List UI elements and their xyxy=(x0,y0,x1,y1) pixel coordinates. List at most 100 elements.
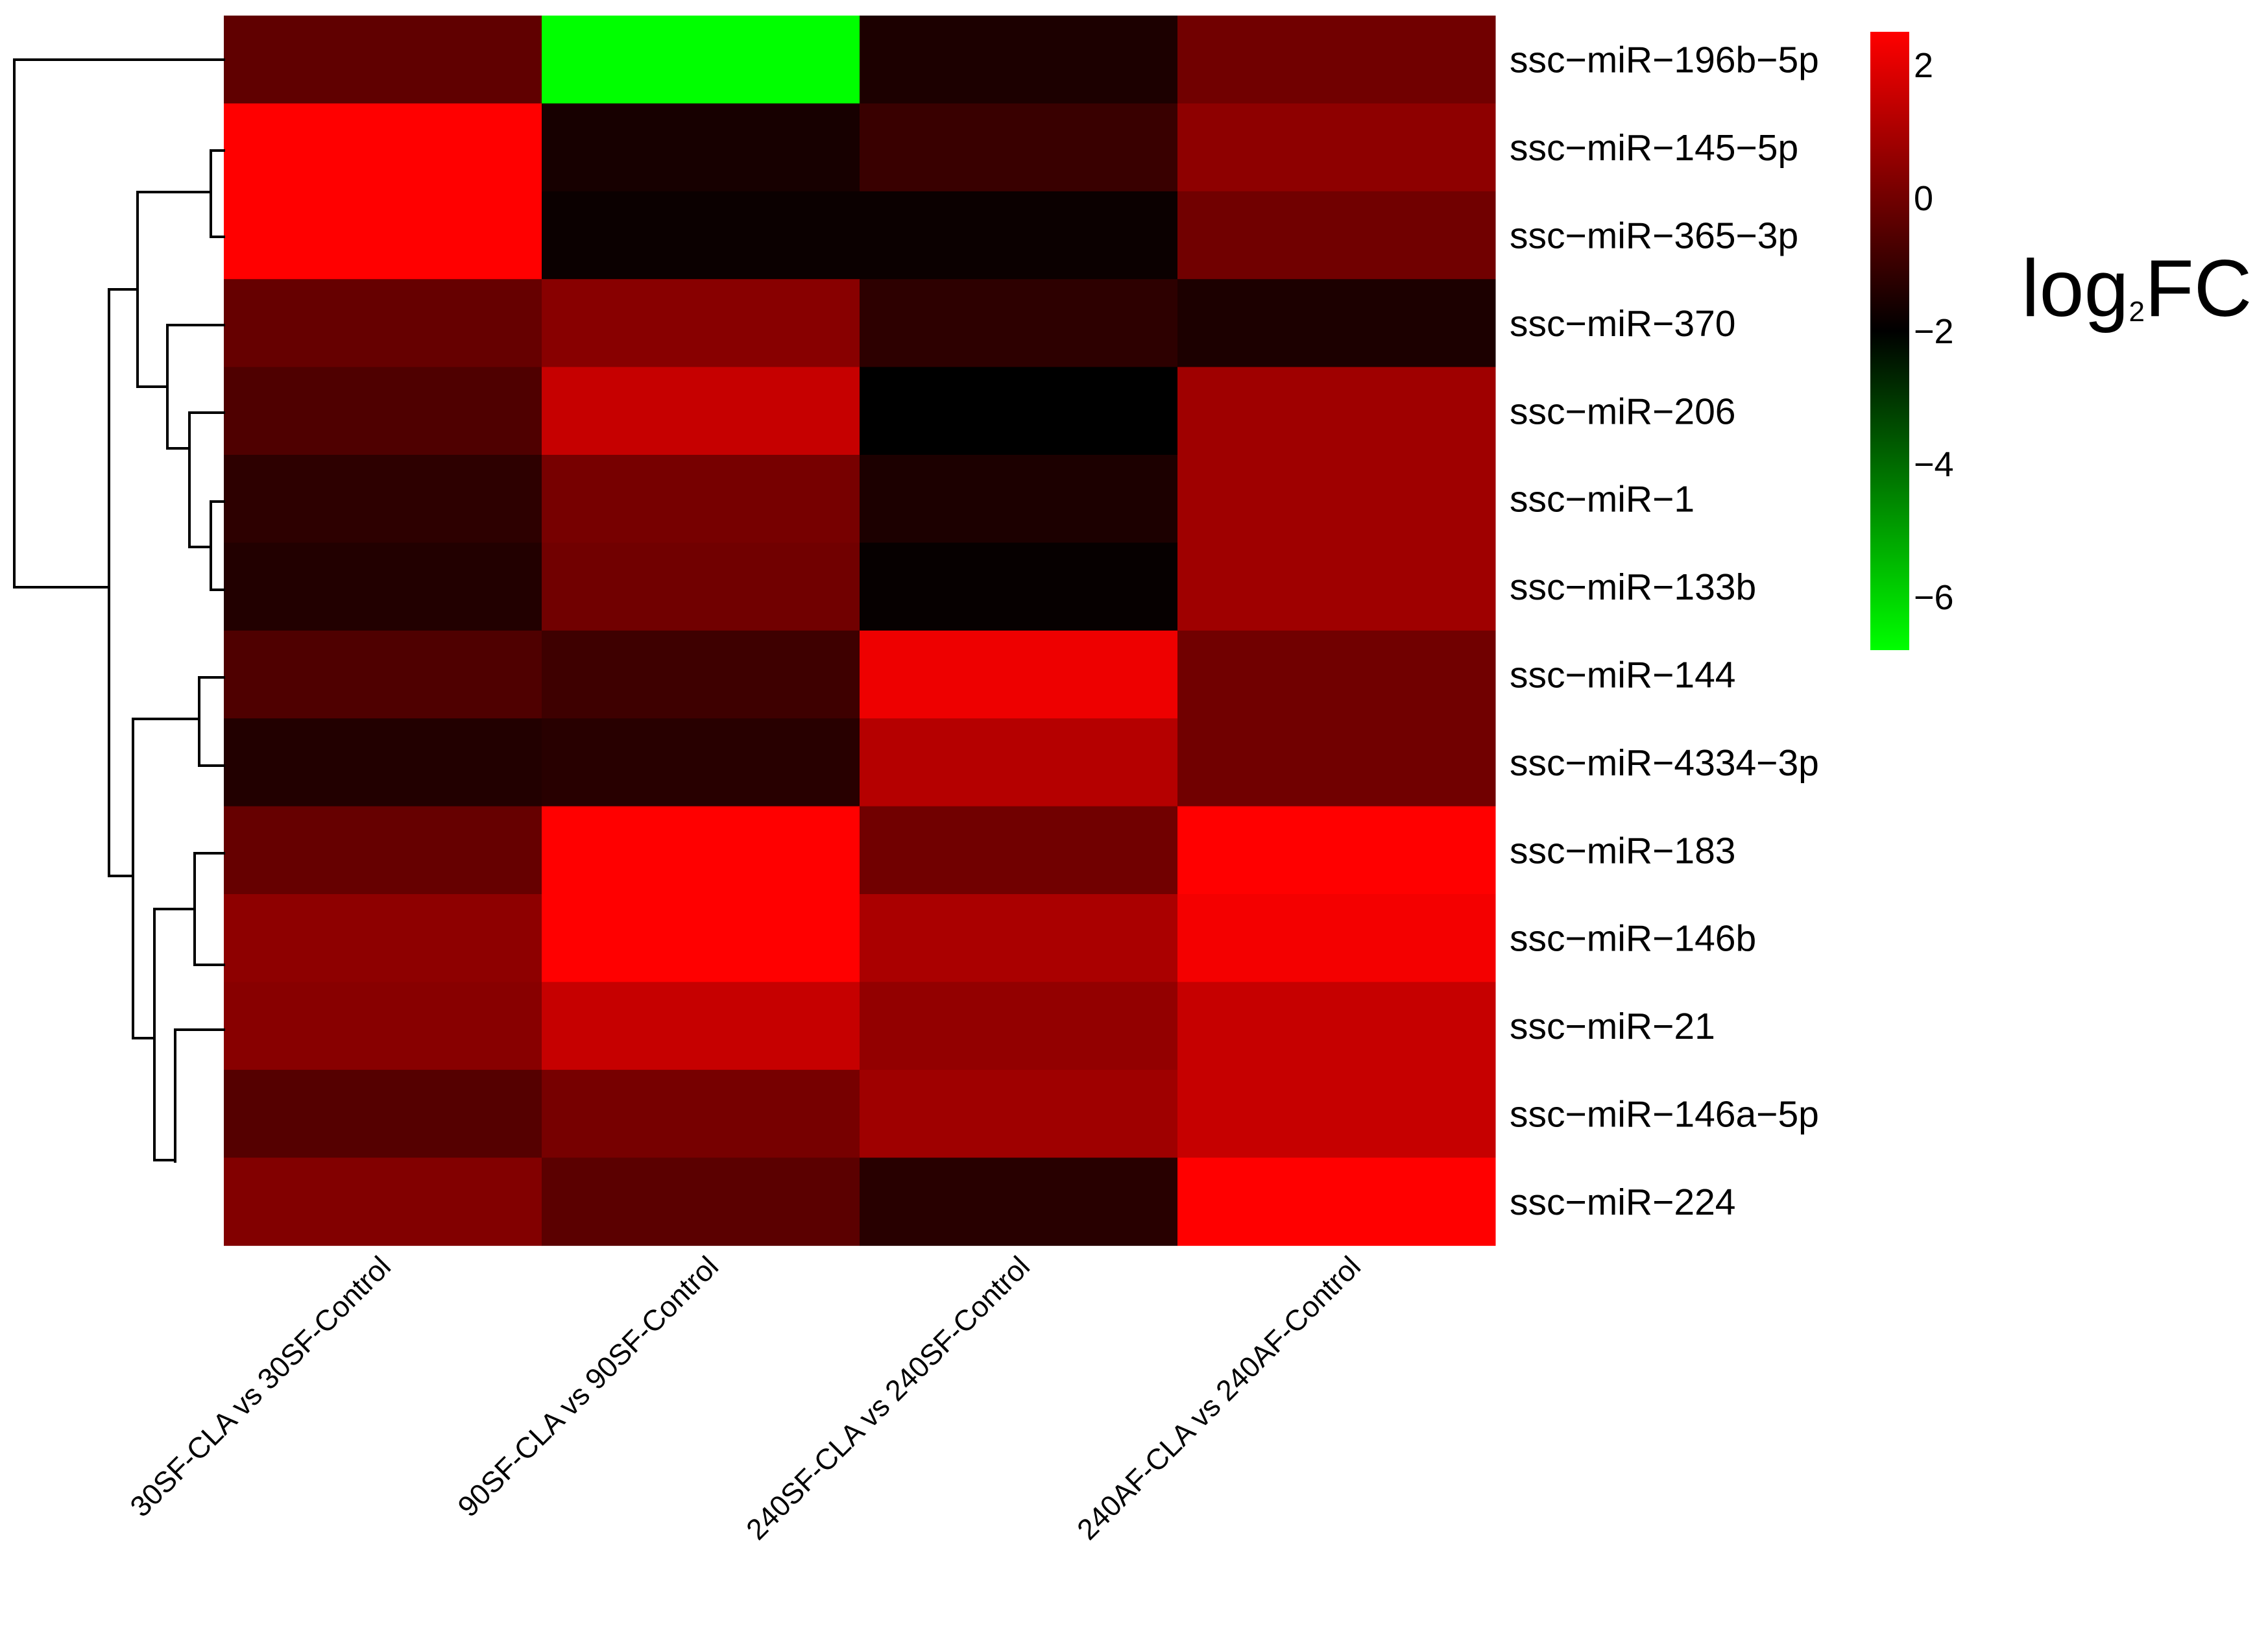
heatmap-cell xyxy=(224,718,542,807)
dendro-branch xyxy=(188,448,225,548)
column-label: 30SF-CLA vs 30SF-Control xyxy=(123,1250,397,1523)
heatmap-cell xyxy=(224,1069,542,1158)
heatmap-cell xyxy=(1177,103,1496,192)
heatmap-cell xyxy=(542,455,860,543)
heatmap-cells xyxy=(224,16,1496,1246)
heatmap-cell xyxy=(860,718,1178,807)
row-label: ssc−miR−4334−3p xyxy=(1510,742,1819,784)
row-label: ssc−miR−21 xyxy=(1510,1006,1715,1047)
legend-tick-label: −2 xyxy=(1914,312,1954,351)
heatmap-cell xyxy=(542,806,860,895)
dendro-branch xyxy=(166,324,225,387)
dendro-branch xyxy=(136,289,167,388)
heatmap-cell xyxy=(860,1069,1178,1158)
dendro-branch xyxy=(13,58,225,589)
heatmap-cell xyxy=(860,1158,1178,1246)
legend-ticks: 2 0 −2 −4 −6 xyxy=(1914,46,1954,617)
dendro-branch xyxy=(166,387,189,450)
row-label: ssc−miR−146a−5p xyxy=(1510,1094,1819,1135)
column-label: 240AF-CLA vs 240AF-Control xyxy=(1070,1250,1367,1546)
legend-tick-label: −6 xyxy=(1914,578,1954,617)
dendro-branch xyxy=(210,547,225,591)
row-label: ssc−miR−183 xyxy=(1510,830,1736,871)
heatmap-cell xyxy=(224,806,542,895)
heatmap-cell xyxy=(224,894,542,982)
dendro-branch xyxy=(132,676,225,876)
heatmap-cell xyxy=(1177,894,1496,982)
heatmap-cell xyxy=(860,542,1178,631)
dendro-branch xyxy=(210,192,225,238)
heatmap-cell xyxy=(860,894,1178,982)
heatmap-cell xyxy=(224,630,542,719)
heatmap-cell xyxy=(542,982,860,1071)
heatmap-cell xyxy=(224,982,542,1071)
heatmap-cell xyxy=(224,191,542,280)
heatmap-cell xyxy=(542,103,860,192)
row-label: ssc−miR−145−5p xyxy=(1510,127,1798,169)
heatmap-cell xyxy=(224,455,542,543)
row-labels: ssc−miR−196b−5p ssc−miR−145−5p ssc−miR−365… xyxy=(1510,40,1819,1223)
heatmap-cell xyxy=(860,455,1178,543)
column-labels: 30SF-CLA vs 30SF-Control 90SF-CLA vs 90SF… xyxy=(123,1250,1367,1546)
heatmap-cell xyxy=(224,1158,542,1246)
dendro-branch xyxy=(153,852,225,1038)
heatmap-cell xyxy=(542,630,860,719)
heatmap-cell xyxy=(1177,16,1496,104)
heatmap-cell xyxy=(542,1069,860,1158)
color-legend: 2 0 −2 −4 −6 log2FC xyxy=(1870,32,2252,650)
heatmap-cell xyxy=(224,279,542,368)
heatmap-cell xyxy=(1177,806,1496,895)
heatmap-cell xyxy=(860,367,1178,455)
heatmap-cell xyxy=(542,191,860,280)
row-label: ssc−miR−133b xyxy=(1510,566,1756,608)
dendro-branch xyxy=(108,587,133,877)
heatmap-cell xyxy=(224,367,542,455)
row-label: ssc−miR−144 xyxy=(1510,655,1736,696)
heatmap-cell xyxy=(1177,279,1496,368)
legend-tick-label: 0 xyxy=(1914,179,1933,218)
column-label: 90SF-CLA vs 90SF-Control xyxy=(451,1250,725,1523)
heatmap-cell xyxy=(224,103,542,192)
heatmap-cell xyxy=(860,16,1178,104)
heatmap-cell xyxy=(1177,718,1496,807)
row-label: ssc−miR−206 xyxy=(1510,391,1736,432)
row-label: ssc−miR−370 xyxy=(1510,303,1736,345)
heatmap-cell xyxy=(224,542,542,631)
row-label: ssc−miR−1 xyxy=(1510,479,1695,520)
dendro-branch xyxy=(153,1028,225,1161)
row-dendrogram xyxy=(13,58,225,1163)
dendro-branch xyxy=(193,909,225,966)
heatmap-cell xyxy=(542,1158,860,1246)
heatmap-cell xyxy=(1177,367,1496,455)
heatmap-cell xyxy=(860,630,1178,719)
row-label: ssc−miR−196b−5p xyxy=(1510,40,1819,81)
row-label: ssc−miR−365−3p xyxy=(1510,215,1798,257)
heatmap-cell xyxy=(860,279,1178,368)
heatmap-cell xyxy=(542,279,860,368)
heatmap-cell xyxy=(542,542,860,631)
heatmap-cell xyxy=(1177,542,1496,631)
heatmap-cell xyxy=(542,894,860,982)
column-label: 240SF-CLA vs 240SF-Control xyxy=(740,1250,1036,1546)
dendro-branch xyxy=(108,288,138,587)
dendro-branch xyxy=(198,719,225,767)
heatmap-cell xyxy=(224,16,542,104)
heatmap-cell xyxy=(1177,1158,1496,1246)
heatmap-cell xyxy=(542,367,860,455)
legend-tick-label: 2 xyxy=(1914,46,1933,85)
heatmap-cell xyxy=(860,103,1178,192)
heatmap-cell xyxy=(1177,191,1496,280)
dendro-branch xyxy=(188,411,225,448)
row-label: ssc−miR−224 xyxy=(1510,1182,1736,1223)
heatmap-cell xyxy=(1177,630,1496,719)
heatmap-cell xyxy=(1177,982,1496,1071)
legend-colorbar xyxy=(1870,32,1909,650)
heatmap-cell xyxy=(542,718,860,807)
heatmap-cell xyxy=(1177,1069,1496,1158)
heatmap-cell xyxy=(860,806,1178,895)
heatmap-cell xyxy=(860,191,1178,280)
heatmap-cell xyxy=(542,16,860,104)
legend-title: log2FC xyxy=(2021,244,2252,334)
